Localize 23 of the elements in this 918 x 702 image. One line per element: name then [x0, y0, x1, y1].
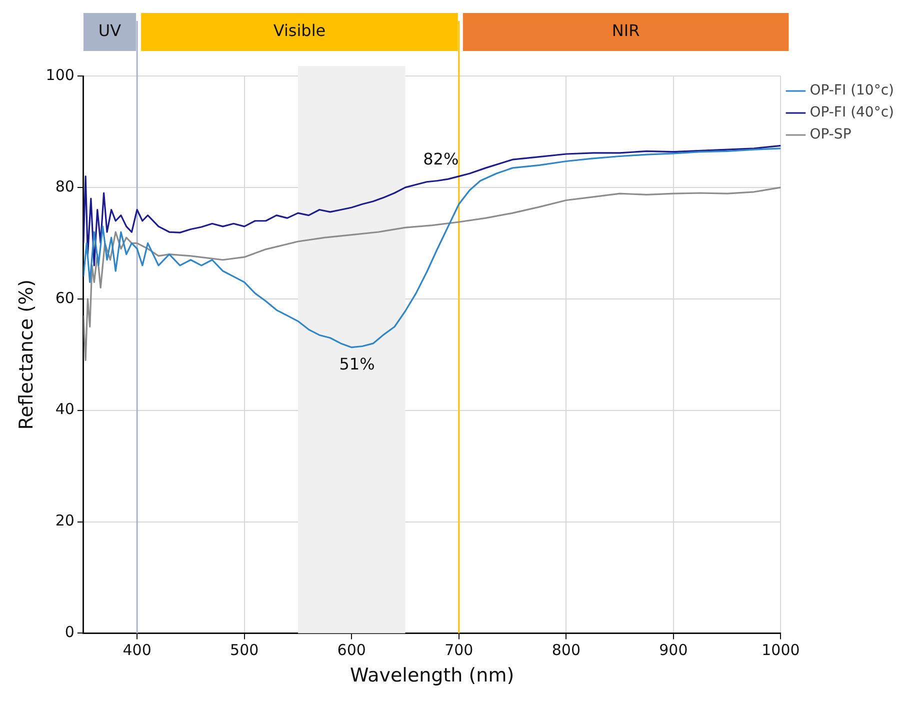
y-tick-label: 40	[55, 400, 74, 418]
y-tick-label: 80	[55, 177, 74, 196]
x-tick-label: 700	[444, 641, 474, 660]
x-axis-title: Wavelength (nm)	[350, 664, 514, 687]
text: UV	[98, 21, 122, 40]
legend-label: OP-SP	[810, 126, 852, 143]
x-tick-label: 500	[230, 641, 259, 660]
text: NIR	[612, 21, 640, 40]
annotation: 51%	[339, 354, 375, 374]
y-tick-label: 0	[64, 623, 74, 642]
y-tick-label: 20	[55, 512, 74, 530]
annotation: 82%	[423, 149, 459, 168]
x-tick-label: 400	[122, 641, 152, 660]
x-tick-label: 600	[337, 641, 366, 660]
text: Visible	[273, 21, 326, 40]
y-tick-label: 100	[46, 66, 74, 84]
y-tick-label: 60	[55, 288, 74, 307]
x-tick-label: 900	[659, 641, 688, 660]
legend-label: OP-FI (40°c)	[810, 104, 894, 121]
legend-label: OP-FI (10°c)	[810, 82, 894, 99]
x-tick-label: 1000	[762, 641, 800, 660]
y-axis-title: Reflectance (%)	[15, 279, 38, 430]
x-tick-label: 800	[552, 641, 580, 660]
